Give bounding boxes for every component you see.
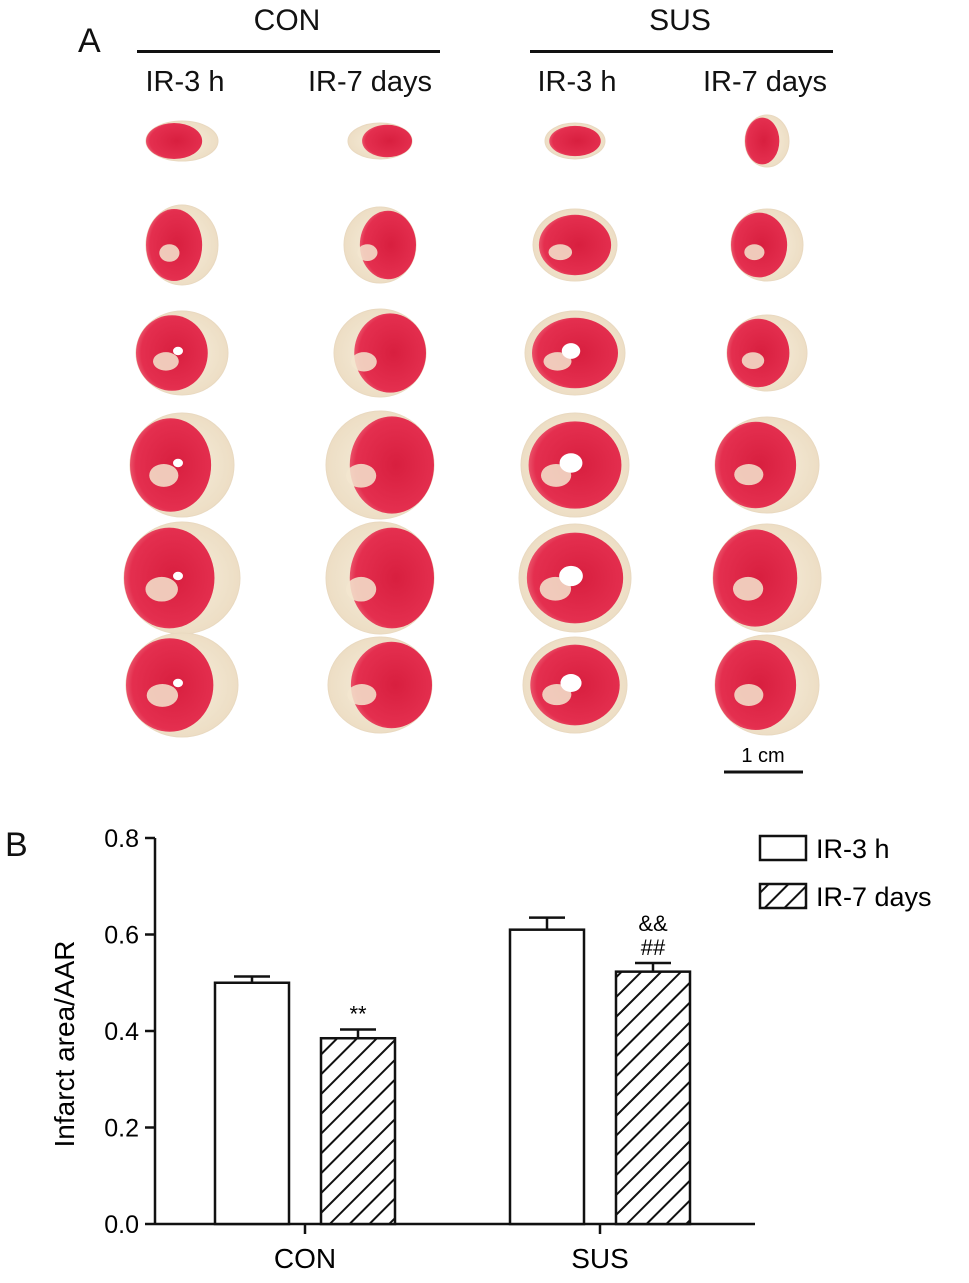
group-underline-con (137, 50, 440, 53)
column-label-sus-ir7d: IR-7 days (702, 66, 828, 98)
panel-b-letter: B (5, 826, 28, 864)
scale-bar: 1 cm (724, 745, 803, 774)
heart-slice (145, 204, 219, 286)
y-tick-label: 0.0 (104, 1211, 139, 1239)
heart-slice (712, 523, 822, 633)
bar (213, 981, 291, 1226)
heart-slice (125, 632, 239, 738)
x-tick-label: CON (274, 1243, 336, 1274)
legend-swatch (758, 834, 808, 862)
heart-slice (145, 120, 219, 162)
column-label-sus-ir3h: IR-3 h (537, 66, 617, 98)
heart-slice (714, 416, 820, 514)
heart-slice (744, 114, 790, 168)
heart-slice (714, 634, 820, 736)
scale-bar-label: 1 cm (741, 745, 784, 767)
heart-slice (325, 410, 435, 520)
panel-a-letter: A (78, 22, 101, 60)
heart-slice (327, 636, 433, 734)
heart-slice (347, 122, 413, 160)
group-label-sus: SUS (649, 4, 711, 37)
heart-slice (343, 206, 417, 284)
y-tick-label: 0.6 (104, 922, 139, 950)
y-tick-label: 0.4 (104, 1018, 139, 1046)
heart-slice-photos: 1 cm (123, 114, 822, 774)
group-label-con: CON (253, 4, 321, 37)
y-tick-label: 0.8 (104, 825, 139, 853)
bar-chart: Infarct area/AAR 0.0 0.2 0.4 0.6 0.8 CON SUS **… (49, 825, 932, 1274)
heart-slice (518, 523, 632, 633)
heart-slice (123, 521, 241, 635)
heart-slice (325, 521, 435, 635)
legend-label: IR-7 days (816, 882, 932, 912)
x-tick-label: SUS (571, 1243, 629, 1274)
bar (614, 970, 692, 1226)
heart-slice (522, 636, 628, 734)
bar (508, 928, 586, 1226)
heart-slice (520, 412, 630, 518)
column-label-con-ir7d: IR-7 days (307, 66, 433, 98)
significance-marker: && (638, 911, 668, 936)
heart-slice (135, 310, 229, 396)
significance-marker: ## (641, 935, 666, 960)
y-tick-label: 0.2 (104, 1115, 139, 1143)
legend-label: IR-3 h (816, 834, 890, 864)
group-underline-sus (530, 50, 833, 53)
legend-swatch (758, 882, 808, 910)
significance-marker: ** (349, 1002, 367, 1027)
heart-slice (544, 122, 606, 160)
heart-slice (129, 412, 235, 518)
bar (319, 1036, 397, 1226)
heart-slice (532, 208, 618, 282)
heart-slice (730, 208, 804, 282)
heart-slice (333, 308, 427, 398)
heart-slice (726, 314, 808, 392)
column-label-con-ir3h: IR-3 h (145, 66, 225, 98)
y-axis-label: Infarct area/AAR (49, 941, 80, 1148)
heart-slice (524, 310, 626, 396)
